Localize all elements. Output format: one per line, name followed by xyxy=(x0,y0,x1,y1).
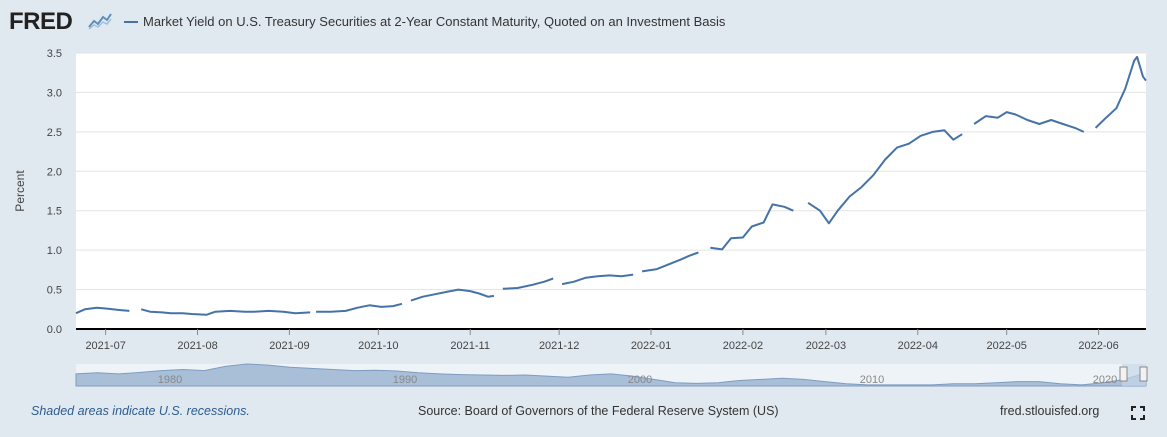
chart-footer: Shaded areas indicate U.S. recessions. S… xyxy=(0,398,1167,426)
x-tick-label: 2021-07 xyxy=(85,340,125,352)
y-tick-label: 0.0 xyxy=(47,324,62,336)
range-navigator[interactable]: 1980 1990 2000 2010 2020 xyxy=(75,363,1148,387)
y-tick-label: 3.0 xyxy=(47,87,62,99)
line-chart[interactable]: 0.00.51.01.52.02.53.03.5 2021-07 2021-08 2… xyxy=(0,38,1167,398)
x-tick-label: 2021-11 xyxy=(450,340,490,352)
x-tick-label: 2021-10 xyxy=(358,340,398,352)
chart-header: FRED Market Yield on U.S. Treasury Secur… xyxy=(0,0,1167,44)
y-tick-label: 0.5 xyxy=(47,285,62,297)
series-line-segment xyxy=(1094,55,1147,129)
x-tick-label: 2022-02 xyxy=(723,340,763,352)
series-line-segment xyxy=(561,273,634,286)
y-tick-label: 1.5 xyxy=(47,206,62,218)
fullscreen-icon[interactable] xyxy=(1131,406,1145,420)
x-tick-label: 2022-04 xyxy=(898,340,938,352)
series-line-segment xyxy=(316,302,403,313)
chart-title: Market Yield on U.S. Treasury Securities… xyxy=(143,14,726,29)
navigator-area xyxy=(75,363,1147,387)
x-tick-label: 2021-12 xyxy=(539,340,579,352)
navigator-label: 2010 xyxy=(860,374,884,386)
navigator-handle[interactable] xyxy=(1139,366,1148,382)
x-tick-label: 2022-05 xyxy=(987,340,1027,352)
navigator-label: 1990 xyxy=(393,374,417,386)
legend-series-swatch xyxy=(124,21,138,23)
series-line-segment xyxy=(807,129,963,225)
series-line-segment xyxy=(410,288,495,302)
y-tick-label: 2.0 xyxy=(47,166,62,178)
series-line-segment xyxy=(710,203,794,251)
y-tick-label: 3.5 xyxy=(47,48,62,60)
source-text: Source: Board of Governors of the Federa… xyxy=(418,404,779,418)
navigator-label: 1980 xyxy=(158,374,182,386)
y-tick-label: 1.0 xyxy=(47,245,62,257)
x-tick-label: 2021-08 xyxy=(177,340,217,352)
series-line-segment xyxy=(641,251,699,273)
series-line-segment xyxy=(75,306,130,315)
fred-logo[interactable]: FRED xyxy=(9,8,73,35)
site-link[interactable]: fred.stlouisfed.org xyxy=(1000,404,1100,418)
series-line-segment xyxy=(502,277,554,290)
y-tick-label: 2.5 xyxy=(47,127,62,139)
x-tick-label: 2022-06 xyxy=(1078,340,1118,352)
series-group xyxy=(75,55,1147,316)
x-tick-label: 2021-09 xyxy=(269,340,309,352)
navigator-label: 2000 xyxy=(628,374,652,386)
gridlines xyxy=(76,52,1146,330)
x-tick-label: 2022-03 xyxy=(806,340,846,352)
navigator-label: 2020 xyxy=(1093,374,1117,386)
y-axis: 0.0 0.5 1.0 1.5 2.0 2.5 3.0 3.5 xyxy=(47,48,62,336)
navigator-handle[interactable] xyxy=(1119,366,1128,382)
plot-area xyxy=(76,53,1146,329)
x-axis: 2021-07 2021-08 2021-09 2021-10 2021-11 2021-… xyxy=(85,329,1119,352)
series-line-segment xyxy=(140,308,311,316)
x-tick-label: 2022-01 xyxy=(631,340,671,352)
recession-note: Shaded areas indicate U.S. recessions. xyxy=(31,404,250,418)
chart-line-icon xyxy=(88,12,112,30)
y-axis-label: Percent xyxy=(13,170,27,212)
series-line-segment xyxy=(973,111,1085,133)
